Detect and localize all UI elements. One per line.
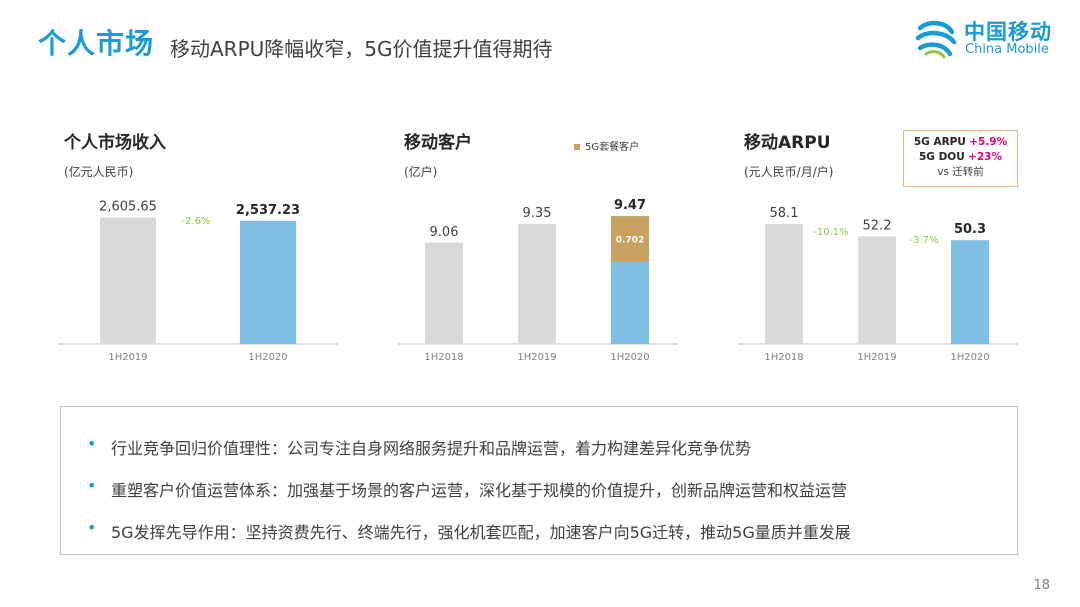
bar-value-label: 52.2 <box>863 218 892 233</box>
bar-value-label: 9.35 <box>523 206 552 221</box>
note-comparison: vs 迁转前 <box>937 166 984 178</box>
bar-value-label: 50.3 <box>954 222 986 237</box>
bar-1h2020 <box>240 220 296 344</box>
logo-chinese-text: 中国移动 <box>964 20 1052 44</box>
x-tick-label: 1H2020 <box>950 352 989 363</box>
bullet-box: • 行业竞争回归价值理性：公司专注自身网络服务提升和品牌运营，着力构建差异化竞争优… <box>60 406 1018 555</box>
bar-1h2020 <box>951 240 989 344</box>
arpu-chart: 58.1 1H2018 52.2 1H2019 50.3 1H2020 -10.1% -3.7… <box>738 118 1028 376</box>
customers-chart: 9.06 1H2018 9.35 1H2019 0.702 9.47 1H2020 移动客户… <box>398 118 688 376</box>
change-label: -10.1% <box>813 227 848 238</box>
note-5g-dou-value: +23% <box>968 151 1003 163</box>
x-tick-label: 1H2018 <box>424 352 463 363</box>
note-5g-dou-label: 5G DOU <box>918 151 965 163</box>
bar-1h2018 <box>765 224 803 344</box>
bullet-dot-icon: • <box>87 434 97 453</box>
change-label: -2.6% <box>181 216 210 227</box>
bar-value-label: 9.47 <box>614 198 646 213</box>
bullet-item: • 行业竞争回归价值理性：公司专注自身网络服务提升和品牌运营，着力构建差异化竞争优… <box>87 434 752 459</box>
customers-chart-legend: 5G套餐客户 <box>574 138 639 153</box>
bar-1h2019 <box>858 236 896 344</box>
customers-chart-svg: 9.06 1H2018 9.35 1H2019 0.702 9.47 1H2020 <box>398 198 678 363</box>
bullet-item: • 重塑客户价值运营体系：加强基于场景的客户运营，深化基于规模的价值提升，创新品牌… <box>87 476 848 501</box>
legend-swatch <box>574 144 580 150</box>
bar-1h2018 <box>425 242 463 344</box>
revenue-chart-unit: (亿元人民币) <box>64 165 134 179</box>
china-mobile-emblem-icon <box>915 20 957 59</box>
bullet-text: 5G发挥先导作用：坚持资费先行、终端先行，强化机套匹配，加速客户向5G迁转，推动… <box>111 523 851 542</box>
x-tick-label: 1H2020 <box>610 352 649 363</box>
bar-value-label: 9.06 <box>430 225 459 240</box>
bar-5g-segment <box>611 216 649 262</box>
bullet-dot-icon: • <box>87 476 97 495</box>
revenue-chart-title: 个人市场收入 <box>64 133 166 153</box>
bullet-dot-icon: • <box>87 518 97 537</box>
x-tick-label: 1H2019 <box>108 352 147 363</box>
x-tick-label: 1H2020 <box>248 352 287 363</box>
bar-value-label: 2,537.23 <box>236 203 300 218</box>
revenue-chart: 2,605.65 1H2019 2,537.23 1H2020 -2.6% 个人市场收入… <box>58 118 348 376</box>
arpu-chart-title: 移动ARPU <box>744 133 831 153</box>
page-title: 个人市场 <box>38 27 155 60</box>
segment-value-label: 0.702 <box>616 235 644 245</box>
logo-english-text: China Mobile <box>965 42 1049 57</box>
bar-value-label: 2,605.65 <box>99 199 157 214</box>
bar-value-label: 58.1 <box>770 206 799 221</box>
arpu-chart-unit: (元人民币/月/户) <box>744 165 834 179</box>
x-tick-label: 1H2018 <box>764 352 803 363</box>
note-5g-arpu-label: 5G ARPU <box>913 136 966 148</box>
customers-chart-title: 移动客户 <box>404 133 472 153</box>
china-mobile-logo: 中国移动 China Mobile <box>912 14 1062 64</box>
bullet-text: 行业竞争回归价值理性：公司专注自身网络服务提升和品牌运营，着力构建差异化竞争优势 <box>111 439 752 458</box>
bar-1h2019 <box>100 217 156 344</box>
page-number: 18 <box>1033 578 1050 593</box>
x-tick-label: 1H2019 <box>517 352 556 363</box>
bullet-item: • 5G发挥先导作用：坚持资费先行、终端先行，强化机套匹配，加速客户向5G迁转，推… <box>87 518 851 543</box>
legend-label: 5G套餐客户 <box>585 142 640 153</box>
bullet-text: 重塑客户价值运营体系：加强基于场景的客户运营，深化基于规模的价值提升，创新品牌运… <box>111 481 848 500</box>
arpu-chart-svg: 58.1 1H2018 52.2 1H2019 50.3 1H2020 -10.1% -3.7… <box>738 206 1018 363</box>
revenue-chart-svg: 2,605.65 1H2019 2,537.23 1H2020 -2.6% <box>58 199 338 363</box>
note-5g-arpu-value: +5.9% <box>969 136 1008 148</box>
change-label: -3.7% <box>909 235 938 246</box>
page-subtitle: 移动ARPU降幅收窄，5G价值提升值得期待 <box>170 37 553 61</box>
arpu-5g-note: 5G ARPU +5.9% 5G DOU +23% vs 迁转前 <box>903 130 1018 187</box>
x-tick-label: 1H2019 <box>857 352 896 363</box>
customers-chart-unit: (亿户) <box>404 165 438 179</box>
bar-1h2019 <box>518 223 556 344</box>
